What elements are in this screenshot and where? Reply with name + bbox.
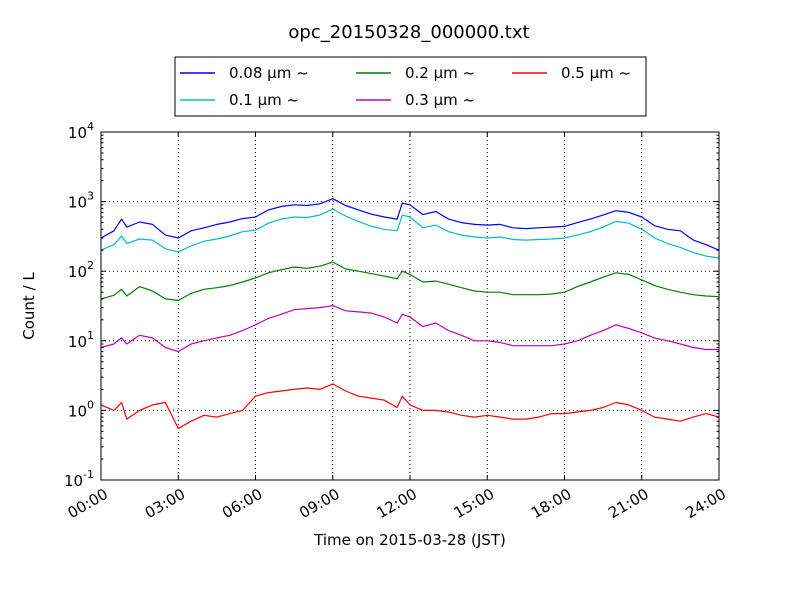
plot-frame: [100, 131, 720, 481]
legend-label: 0.2 μm ~: [405, 64, 475, 82]
legend: 0.08 μm ~ 0.1 μm ~ 0.2 μm ~ 0.3 μm ~ 0.5 μm …: [174, 56, 647, 117]
series-lines: [100, 198, 720, 430]
legend-label: 0.1 μm ~: [229, 91, 299, 109]
series-line-0: [100, 198, 720, 251]
y-axis-label: Count / L: [20, 272, 38, 340]
legend-box: [174, 56, 647, 117]
legend-entries: 0.08 μm ~ 0.1 μm ~ 0.2 μm ~ 0.3 μm ~ 0.5 μm …: [180, 64, 631, 109]
series-line-3: [100, 305, 719, 353]
series-line-1: [100, 208, 720, 259]
legend-label: 0.08 μm ~: [229, 64, 309, 82]
plot-area: [101, 132, 719, 480]
chart-title: opc_20150328_000000.txt: [288, 22, 529, 43]
legend-label: 0.5 μm ~: [561, 64, 631, 82]
x-axis-label: Time on 2015-03-28 (JST): [313, 531, 506, 549]
legend-label: 0.3 μm ~: [405, 91, 475, 109]
series-line-2: [100, 261, 720, 301]
series-line-4: [100, 383, 720, 430]
